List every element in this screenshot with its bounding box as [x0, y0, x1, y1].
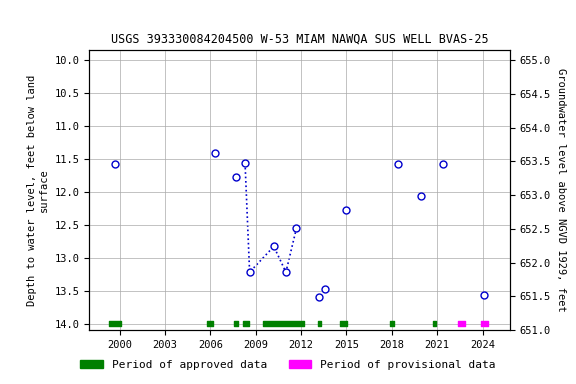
Point [111, 161, 120, 167]
Point [393, 161, 403, 167]
Point [210, 151, 219, 157]
Point [240, 160, 249, 166]
Point [314, 294, 324, 300]
Title: USGS 393330084204500 W-53 MIAM NAWQA SUS WELL BVAS-25: USGS 393330084204500 W-53 MIAM NAWQA SUS… [111, 33, 488, 46]
Point [245, 269, 254, 275]
Point [232, 174, 241, 180]
Point [292, 225, 301, 231]
Y-axis label: Depth to water level, feet below land
surface: Depth to water level, feet below land su… [28, 74, 49, 306]
Point [269, 243, 278, 250]
Point [321, 286, 330, 292]
Point [416, 193, 425, 199]
Point [479, 292, 488, 298]
Point [438, 161, 448, 167]
Y-axis label: Groundwater level above NGVD 1929, feet: Groundwater level above NGVD 1929, feet [556, 68, 566, 312]
Point [342, 207, 351, 213]
Legend: Period of approved data, Period of provisional data: Period of approved data, Period of provi… [76, 356, 500, 375]
Point [281, 269, 290, 275]
